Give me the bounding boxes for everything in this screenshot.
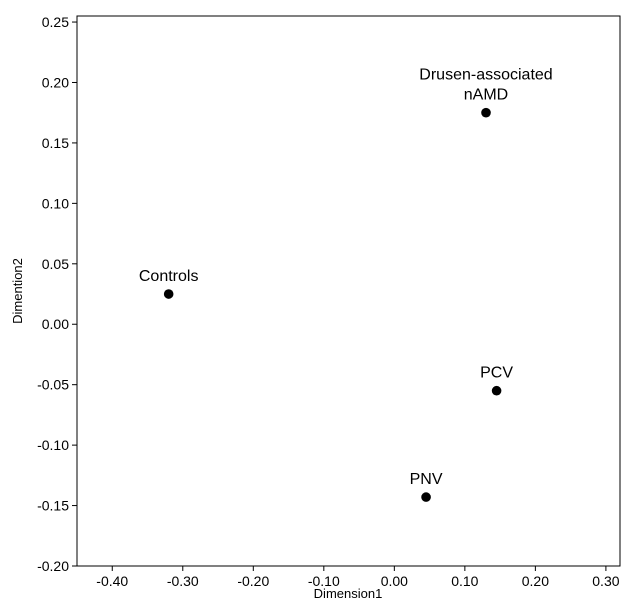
- y-tick-label: -0.05: [37, 377, 69, 393]
- y-axis-title: Dimention2: [10, 258, 25, 324]
- y-axis: -0.20 -0.15 -0.10 -0.05 0.00 0.05 0.10 0.15 0.20…: [37, 14, 77, 574]
- data-points: Controls Drusen-associated nAMD PCV PNV: [139, 67, 553, 502]
- x-tick-label: -0.10: [308, 573, 340, 589]
- x-tick-label: 0.00: [381, 573, 408, 589]
- x-axis: -0.40 -0.30 -0.20 -0.10 0.00 0.10 0.20 0.30: [96, 566, 620, 589]
- y-tick-label: -0.10: [37, 437, 69, 453]
- x-tick-label: -0.20: [237, 573, 269, 589]
- y-tick-label: 0.25: [42, 14, 69, 30]
- y-tick-label: 0.05: [42, 256, 69, 272]
- point-label: nAMD: [464, 87, 508, 104]
- y-tick-label: -0.20: [37, 558, 69, 574]
- plot-area: [76, 15, 621, 567]
- data-point: [421, 492, 431, 502]
- x-tick-label: 0.10: [451, 573, 478, 589]
- point-label: PNV: [410, 471, 443, 488]
- x-axis-title: Dimension1: [314, 586, 383, 601]
- point-label: PCV: [480, 365, 513, 382]
- data-point: [163, 289, 174, 299]
- x-tick-label: 0.20: [522, 573, 549, 589]
- y-tick-label: 0.10: [42, 195, 69, 211]
- x-tick-label: -0.40: [96, 573, 128, 589]
- x-tick-label: 0.30: [592, 573, 619, 589]
- data-point: [481, 107, 491, 118]
- y-tick-label: 0.15: [42, 135, 69, 151]
- point-label: Controls: [139, 268, 199, 285]
- x-tick-label: -0.30: [167, 573, 199, 589]
- data-point: [491, 385, 502, 396]
- y-tick-label: -0.15: [37, 498, 69, 514]
- point-label: Drusen-associated: [419, 67, 552, 84]
- y-tick-label: 0.00: [42, 316, 69, 332]
- y-tick-label: 0.20: [42, 74, 69, 90]
